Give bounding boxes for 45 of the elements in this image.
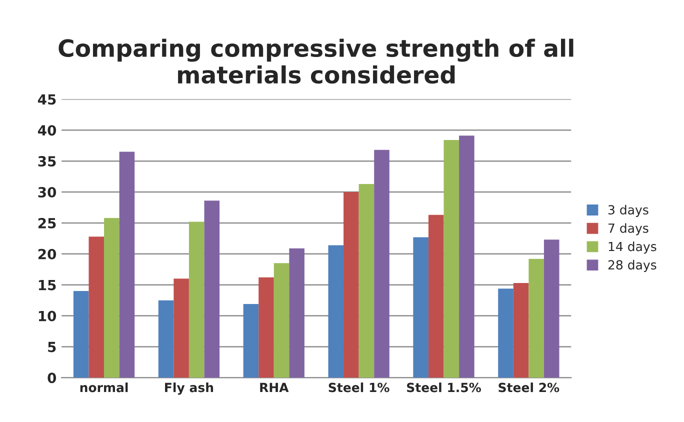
bar [88, 236, 104, 378]
y-tick-label: 20 [38, 248, 56, 260]
bar [119, 152, 135, 378]
bar [428, 214, 444, 378]
legend-label: 3 days [608, 204, 648, 217]
bar [158, 300, 174, 378]
legend-label: 28 days [608, 260, 656, 272]
bar [104, 218, 120, 378]
y-tick-label: 35 [38, 156, 56, 167]
bar [374, 150, 390, 378]
bar [513, 282, 529, 378]
bar [344, 192, 359, 378]
x-tick-label: Fly ash [165, 382, 214, 395]
y-tick-label: 5 [48, 342, 56, 352]
bar [204, 200, 220, 378]
chart-title: Comparing compressive strength of all materials considered [58, 38, 574, 84]
bar [358, 184, 374, 378]
legend-label: 14 days [608, 242, 656, 254]
x-tick-label: Steel 1.5% [407, 382, 481, 392]
y-tick-label: 15 [38, 280, 56, 290]
bar [174, 278, 189, 378]
bar [413, 237, 428, 378]
bar [459, 136, 474, 378]
y-tick-label: 10 [38, 310, 56, 322]
y-tick-label: 40 [38, 125, 56, 136]
x-tick-label: Steel 1% [328, 382, 390, 392]
bar [444, 140, 460, 378]
y-tick-label: 0 [48, 372, 56, 384]
bar [289, 248, 304, 378]
bar [328, 245, 344, 378]
y-tick-label: 25 [38, 218, 56, 228]
bar [243, 304, 259, 378]
x-tick-label: Steel 2% [498, 382, 560, 392]
y-tick-label: 30 [38, 186, 56, 198]
legend-label: 7 days [608, 223, 648, 236]
x-tick-label: normal [80, 382, 128, 392]
bar [274, 263, 290, 378]
bar [73, 291, 89, 378]
x-tick-label: RHA [260, 382, 289, 392]
y-tick-label: 45 [38, 94, 56, 105]
bar [528, 258, 544, 378]
bar [544, 240, 560, 378]
bar [188, 222, 204, 378]
bar [258, 277, 274, 378]
bar [498, 288, 514, 378]
